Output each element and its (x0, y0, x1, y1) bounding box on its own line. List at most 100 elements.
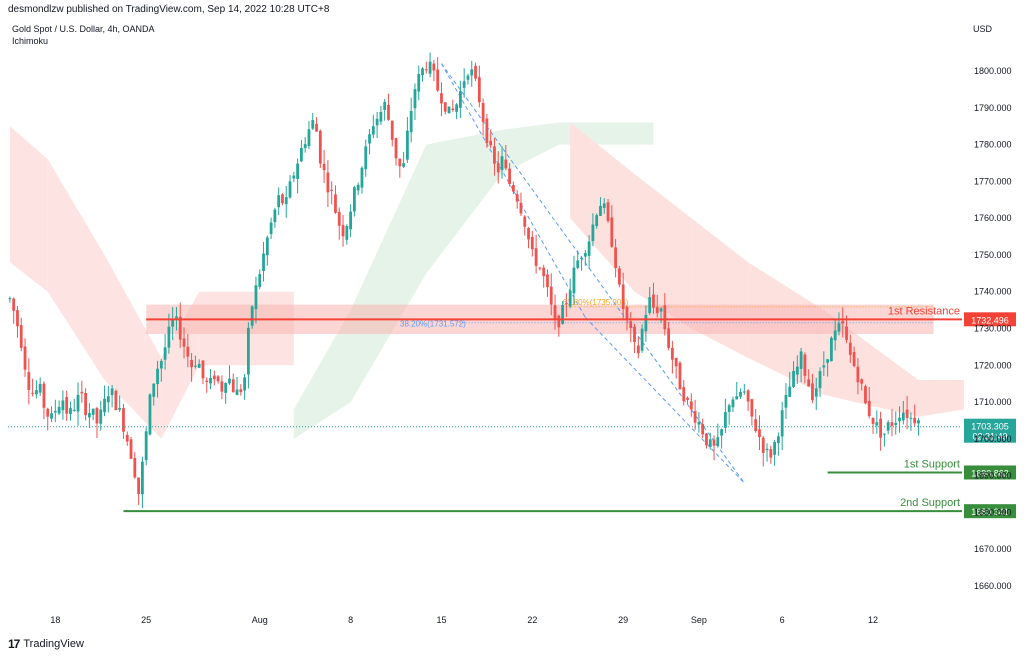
support-1-price-tag (964, 465, 1016, 480)
candle-body (705, 433, 708, 446)
candle-body (818, 371, 822, 389)
candle-body (580, 257, 583, 259)
candle-body (568, 290, 572, 307)
candle-body (303, 144, 307, 149)
footer-brand[interactable]: 17 TradingView (8, 637, 84, 651)
candle-body (364, 146, 368, 170)
x-tick-label: 29 (618, 615, 628, 625)
candle-body (515, 194, 519, 202)
candle-body (383, 101, 387, 110)
x-tick-label: Sep (691, 615, 707, 625)
candle-body (246, 327, 250, 375)
candle-body (356, 184, 360, 191)
candle-body (799, 351, 803, 369)
candle-body (795, 366, 799, 375)
candle-body (216, 376, 220, 382)
candle-body (610, 217, 614, 247)
cloud-bear-segment (918, 380, 964, 417)
y-tick-label: 1680.000 (974, 507, 1012, 517)
y-tick-label: 1730.000 (974, 324, 1012, 334)
candle-body (140, 461, 144, 495)
candle-body (792, 370, 795, 387)
candle-body (19, 325, 23, 348)
candle-body (171, 318, 175, 327)
y-tick-label: 1690.000 (974, 471, 1012, 481)
candle-body (519, 202, 523, 214)
candle-body (133, 458, 137, 478)
candle-body (856, 366, 860, 383)
candle-body (417, 74, 421, 92)
candle-body (822, 365, 826, 368)
candle-body (326, 172, 330, 193)
current-price-text: 1703.305 (971, 422, 1009, 432)
candle-body (144, 431, 148, 461)
candle-body (496, 163, 500, 173)
candle-body (723, 412, 727, 428)
candle-body (103, 398, 106, 413)
candle-body (913, 417, 917, 424)
candle-body (523, 216, 527, 227)
candle-body (31, 392, 35, 394)
candle-body (561, 304, 565, 324)
candle-body (27, 372, 31, 390)
candle-body (455, 104, 459, 112)
candle-body (890, 422, 894, 426)
candle-body (731, 399, 735, 408)
candle-body (894, 422, 898, 425)
candle-body (788, 386, 792, 397)
candle-body (860, 379, 864, 384)
candle-body (474, 65, 477, 79)
candle-body (360, 167, 364, 188)
candle-body (371, 126, 375, 135)
candle-body (334, 194, 337, 213)
candle-body (428, 61, 432, 74)
candle-body (591, 224, 595, 241)
current-price-tag (964, 418, 1016, 443)
candle-body (152, 383, 156, 397)
candle-body (758, 429, 761, 438)
candle-body (773, 441, 777, 455)
candle-body (901, 412, 905, 421)
y-tick-label: 1790.000 (974, 103, 1012, 113)
candle-body (265, 237, 269, 256)
candle-body (614, 247, 618, 268)
candle-body (254, 285, 258, 310)
candle-body (739, 391, 742, 397)
resistance-label: 1st Resistance (888, 305, 960, 317)
candle-body (530, 236, 534, 250)
candle-body (534, 248, 538, 266)
candle-body (663, 305, 667, 330)
candle-body (655, 307, 659, 314)
candle-body (42, 383, 46, 408)
candle-body (879, 418, 883, 438)
candle-body (504, 159, 508, 169)
countdown-text: 02:31:49 (972, 432, 1007, 442)
candle-body (258, 274, 262, 287)
candle-body (909, 417, 913, 419)
candle-body (807, 379, 811, 387)
x-tick-label: 12 (868, 615, 878, 625)
x-tick-label: 15 (436, 615, 446, 625)
candle-body (481, 103, 485, 122)
candle-body (447, 106, 451, 114)
candle-body (80, 391, 84, 394)
candle-body (8, 298, 12, 300)
candlestick-series (8, 52, 920, 508)
candle-body (53, 410, 57, 413)
candle-body (228, 378, 231, 384)
candle-body (511, 185, 515, 192)
indicator-label: Ichimoku (12, 36, 49, 46)
candle-body (409, 110, 413, 133)
candle-body (667, 328, 671, 348)
candle-body (167, 326, 171, 348)
candle-body (776, 436, 780, 443)
candle-body (833, 330, 837, 341)
candle-body (697, 422, 701, 425)
cloud-bear-segment (9, 126, 48, 292)
candle-body (867, 400, 871, 417)
candle-body (814, 388, 818, 397)
x-tick-label: 8 (348, 615, 353, 625)
candle-body (114, 390, 118, 411)
candle-body (546, 274, 549, 288)
